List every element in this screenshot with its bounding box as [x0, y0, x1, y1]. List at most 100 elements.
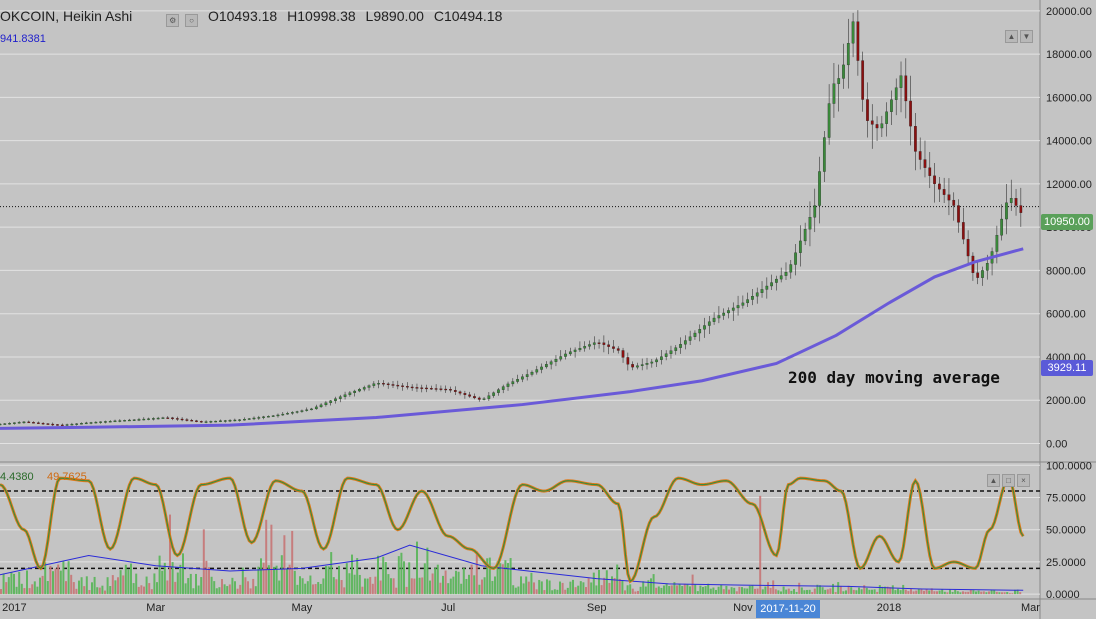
candle-body [3, 423, 7, 425]
volume-bar [517, 586, 520, 595]
scale-down-icon[interactable]: ▼ [1020, 30, 1033, 43]
candle-body [473, 396, 476, 399]
volume-bar [943, 591, 946, 595]
volume-bar [88, 590, 91, 595]
volume-bar [704, 586, 707, 595]
symbol-title[interactable]: OKCOIN, Heikin Ashi [0, 8, 133, 24]
volume-bar [907, 591, 910, 595]
volume-bar [564, 589, 567, 595]
volume-bar [153, 573, 156, 595]
volume-bar [13, 573, 15, 595]
volume-bar [761, 589, 764, 595]
candle-body [348, 392, 352, 395]
volume-bar [1003, 592, 1006, 595]
volume-bar [109, 586, 112, 595]
candle-body [439, 388, 443, 390]
volume-bar [618, 578, 621, 595]
volume-bar [182, 553, 184, 595]
symbol-header: OKCOIN, Heikin Ashi ⚙ ○ O10493.18 H10998… [0, 8, 504, 27]
candle-body [976, 272, 980, 278]
candle-body [147, 418, 150, 420]
candle-body [108, 421, 112, 423]
candle-body [367, 385, 371, 388]
volume-bar [296, 584, 299, 595]
candle-body [923, 159, 927, 168]
candle-body [463, 393, 467, 395]
close-icon[interactable]: ○ [185, 14, 199, 27]
volume-bar [252, 578, 255, 595]
volume-bar [964, 591, 967, 595]
volume-bar [249, 588, 252, 595]
volume-bar [696, 591, 699, 595]
volume-bar [730, 587, 733, 595]
volume-bar [265, 519, 268, 595]
volume-bar [626, 585, 629, 595]
scale-up-icon[interactable]: ▲ [1005, 30, 1018, 43]
candle-body [219, 420, 222, 422]
volume-bar [455, 570, 457, 595]
pane-up-icon[interactable]: ▲ [987, 474, 1000, 487]
volume-bar [585, 587, 587, 595]
volume-bar [743, 588, 746, 595]
volume-bar [166, 580, 169, 595]
volume-bar [62, 561, 65, 595]
candle-body [17, 422, 21, 424]
volume-bar [600, 585, 603, 595]
volume-bar [673, 582, 676, 595]
volume-bar [0, 589, 2, 595]
price-tick-label: 16000.00 [1046, 92, 1092, 104]
volume-bar [421, 577, 424, 595]
pane-maximize-icon[interactable]: □ [1002, 474, 1015, 487]
volume-bar [218, 587, 221, 595]
volume-bar [834, 592, 837, 595]
volume-bar [400, 552, 403, 595]
volume-bar [569, 581, 572, 595]
volume-bar [543, 590, 546, 595]
time-tick-label: 2018 [877, 602, 901, 614]
volume-bar [54, 568, 57, 595]
candle-body [415, 387, 419, 389]
candle-body [842, 64, 845, 79]
candle-body [952, 199, 956, 206]
volume-bar [28, 588, 31, 595]
candle-body [377, 383, 380, 385]
volume-bar [538, 579, 541, 595]
candle-body [957, 205, 960, 223]
volume-bar [371, 583, 374, 595]
volume-bar [52, 571, 54, 595]
volume-bar [5, 582, 8, 595]
volume-bar [642, 581, 645, 595]
candle-body [214, 420, 218, 423]
volume-bar [124, 564, 127, 595]
candle-body [449, 389, 452, 391]
volume-bar [439, 582, 442, 595]
volume-bar [855, 590, 858, 595]
volume-bar [915, 590, 918, 595]
volume-bar [392, 578, 395, 595]
candle-body [56, 424, 59, 426]
price-tick-label: 0.00 [1046, 439, 1067, 451]
volume-bar [416, 541, 418, 595]
volume-bar [738, 586, 741, 595]
volume-bar [163, 562, 166, 595]
candle-body [712, 317, 716, 322]
settings-icon[interactable]: ⚙ [166, 14, 180, 27]
volume-bar [429, 580, 431, 595]
volume-bar [78, 580, 80, 595]
pane-close-icon[interactable]: × [1017, 474, 1030, 487]
volume-bar [735, 591, 738, 595]
volume-bar [223, 584, 226, 595]
volume-bar [85, 576, 88, 595]
volume-bar [889, 587, 892, 595]
candle-body [453, 390, 457, 392]
volume-bar [299, 576, 301, 595]
candle-body [492, 392, 495, 396]
candle-body [434, 388, 438, 390]
volume-bar [286, 568, 288, 595]
volume-bar [343, 587, 346, 595]
candle-body [779, 275, 783, 280]
candle-body [41, 423, 45, 425]
volume-bar [990, 589, 993, 595]
volume-bar [106, 577, 109, 595]
